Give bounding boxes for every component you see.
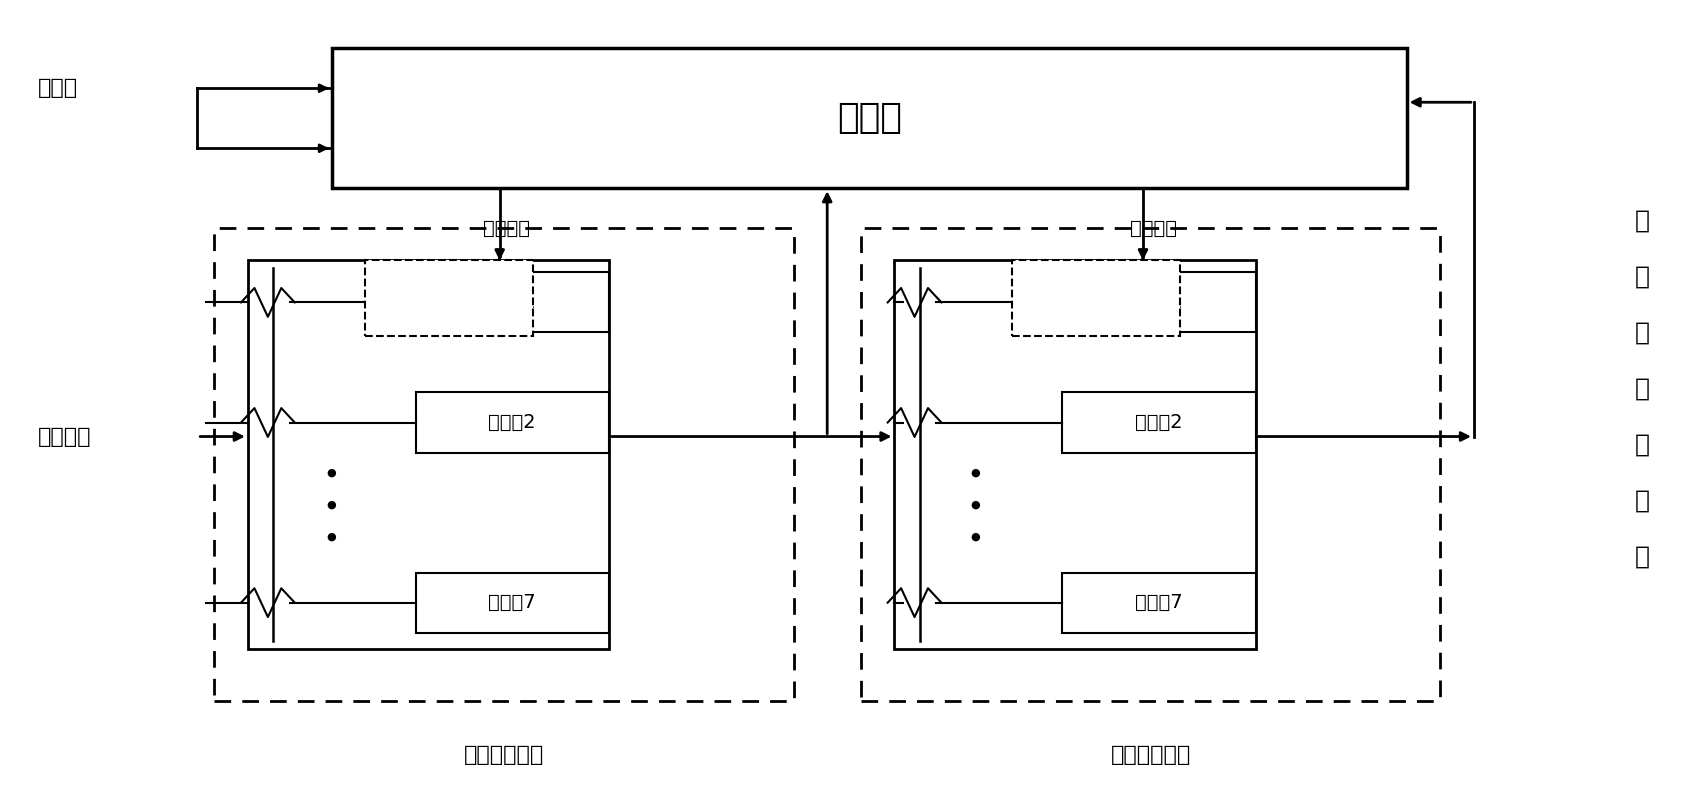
Text: 控制器: 控制器: [837, 101, 901, 135]
Text: ●: ●: [327, 468, 336, 477]
Text: 流: 流: [1634, 265, 1649, 288]
Bar: [415, 273, 609, 332]
Text: 第二切换周期: 第二切换周期: [1111, 745, 1190, 765]
Bar: [1062, 392, 1256, 452]
Text: ●: ●: [327, 500, 336, 510]
Bar: [365, 260, 533, 337]
Bar: [415, 392, 609, 452]
Text: 切换指令: 切换指令: [483, 219, 530, 238]
Bar: [415, 573, 609, 633]
Text: 第一切换周期: 第一切换周期: [464, 745, 544, 765]
Text: 子系统7: 子系统7: [1134, 593, 1183, 612]
Bar: [248, 260, 609, 649]
Text: 参考值: 参考值: [37, 78, 78, 98]
Text: 变: 变: [1634, 209, 1649, 232]
Text: ●: ●: [327, 532, 336, 541]
Text: ●: ●: [971, 532, 981, 541]
Bar: [1013, 260, 1180, 337]
Text: 控: 控: [1634, 376, 1649, 400]
Bar: [333, 49, 1406, 188]
Text: 子系统2: 子系统2: [1134, 413, 1183, 432]
Text: ●: ●: [971, 500, 981, 510]
Bar: [1062, 573, 1256, 633]
Text: 子系统7: 子系统7: [488, 593, 537, 612]
Bar: [895, 260, 1256, 649]
Text: 子系统1: 子系统1: [1134, 293, 1183, 312]
Text: 切换指令: 切换指令: [1129, 219, 1177, 238]
Text: 器: 器: [1634, 320, 1649, 345]
Text: 输入信号: 输入信号: [37, 426, 91, 447]
Text: ●: ●: [971, 468, 981, 477]
Text: 子系统2: 子系统2: [488, 413, 537, 432]
Bar: [1062, 273, 1256, 332]
Text: 号: 号: [1634, 544, 1649, 569]
Text: 制: 制: [1634, 433, 1649, 456]
Text: 信: 信: [1634, 489, 1649, 513]
Bar: [861, 228, 1440, 701]
Text: 子系统1: 子系统1: [488, 293, 537, 312]
Bar: [214, 228, 793, 701]
